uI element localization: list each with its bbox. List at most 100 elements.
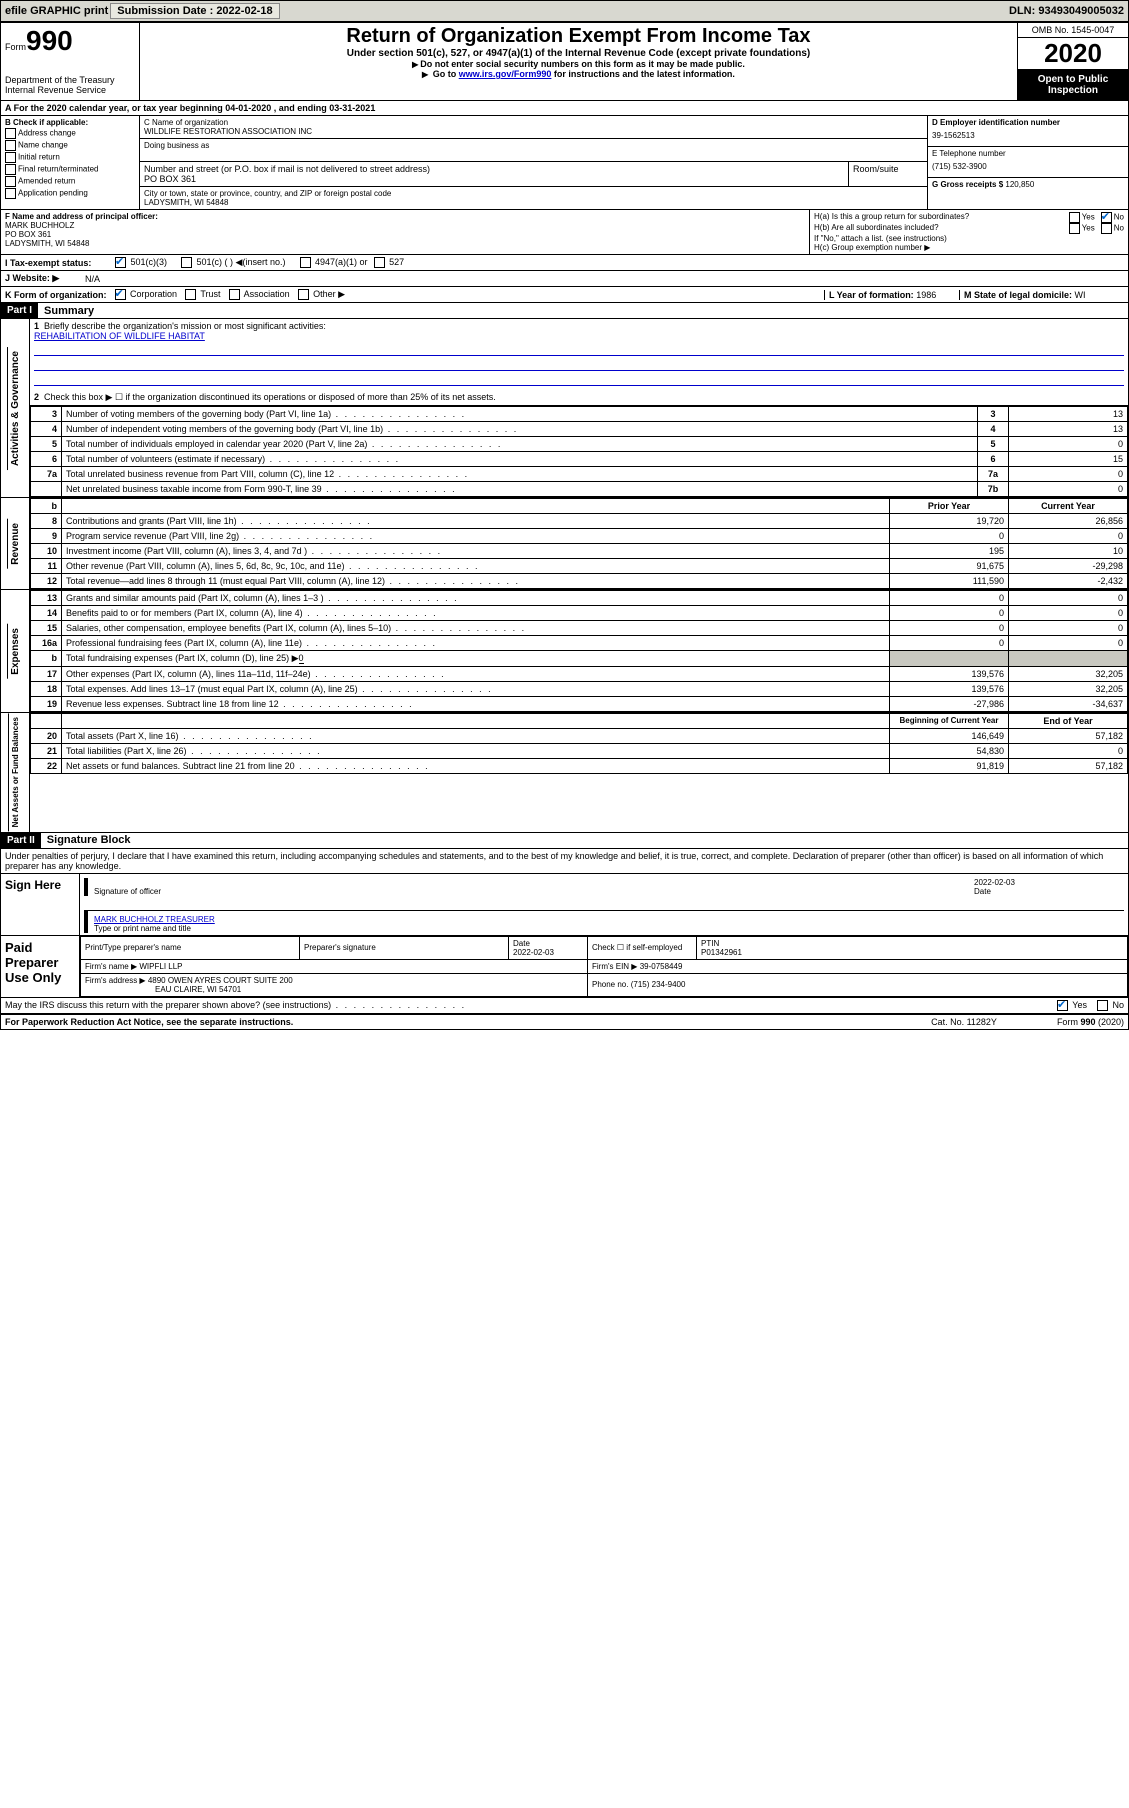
prep-sig-label: Preparer's signature [300,936,509,959]
paid-prep-label: Paid Preparer Use Only [1,936,80,997]
chk-amended[interactable]: Amended return [5,176,135,187]
hb-row: H(b) Are all subordinates included? Yes … [814,223,1124,234]
hb-yes[interactable]: Yes [1069,223,1095,234]
table-row: bTotal fundraising expenses (Part IX, co… [31,651,1128,667]
part1-badge: Part I [1,303,38,318]
street-cell: Number and street (or P.O. box if mail i… [140,162,849,186]
header-center: Return of Organization Exempt From Incom… [140,23,1017,100]
chk-pending[interactable]: Application pending [5,188,135,199]
ha-label: H(a) Is this a group return for subordin… [814,212,1069,223]
street-value: PO BOX 361 [144,174,844,184]
phone-cell: E Telephone number (715) 532-3900 [928,147,1128,178]
table-row: 9Program service revenue (Part VIII, lin… [31,529,1128,544]
top-bar: efile GRAPHIC print Submission Date : 20… [0,0,1129,22]
chk-address[interactable]: Address change [5,128,135,139]
table-row: 17Other expenses (Part IX, column (A), l… [31,667,1128,682]
prep-table: Print/Type preparer's name Preparer's si… [80,936,1128,997]
submission-date-button[interactable]: Submission Date : 2022-02-18 [110,3,279,19]
row-j: J Website: ▶ N/A [1,271,1128,287]
row-a-tax-year: A For the 2020 calendar year, or tax yea… [1,101,1128,116]
table-row: 14Benefits paid to or for members (Part … [31,606,1128,621]
chk-501c3[interactable]: 501(c)(3) [115,257,167,268]
chk-4947[interactable]: 4947(a)(1) or [300,257,368,268]
dba-label: Doing business as [144,141,923,150]
firm-name-cell: Firm's name ▶ WIPFLI LLP [81,959,588,973]
ag-table: 3Number of voting members of the governi… [30,406,1128,497]
gross-value: 120,850 [1005,180,1034,189]
discuss-yes[interactable]: Yes [1057,1000,1087,1011]
street-row: Number and street (or P.O. box if mail i… [140,162,927,187]
exp-table: 13Grants and similar amounts paid (Part … [30,590,1128,712]
ha-no[interactable]: No [1101,212,1124,223]
table-row: 12Total revenue—add lines 8 through 11 (… [31,574,1128,589]
omb-number: OMB No. 1545-0047 [1018,23,1128,38]
l-cell: L Year of formation: 1986 [824,290,959,300]
city-value: LADYSMITH, WI 54848 [144,198,923,207]
section-d: D Employer identification number 39-1562… [927,116,1128,209]
line1-2: 1 Briefly describe the organization's mi… [30,319,1128,406]
paid-prep-right: Print/Type preparer's name Preparer's si… [80,936,1128,997]
summary-net: Net Assets or Fund Balances Beginning of… [1,712,1128,832]
irs-link[interactable]: www.irs.gov/Form990 [459,69,552,79]
hb-note: If "No," attach a list. (see instruction… [814,234,1124,243]
table-row: 18Total expenses. Add lines 13–17 (must … [31,682,1128,697]
chk-trust[interactable]: Trust [185,289,221,300]
ha-yes[interactable]: Yes [1069,212,1095,223]
form-header: Form990 Department of the Treasury Inter… [1,23,1128,101]
paid-prep-row: Paid Preparer Use Only Print/Type prepar… [1,936,1128,998]
discuss-no[interactable]: No [1097,1000,1124,1011]
table-row: 10Investment income (Part VIII, column (… [31,544,1128,559]
j-label: J Website: ▶ [5,273,85,284]
ein-cell: D Employer identification number 39-1562… [928,116,1128,147]
vert-net: Net Assets or Fund Balances [1,713,30,831]
mission-value: REHABILITATION OF WILDLIFE HABITAT [34,331,1124,341]
chk-final[interactable]: Final return/terminated [5,164,135,175]
officer-label: F Name and address of principal officer: [5,212,805,221]
m-cell: M State of legal domicile: WI [959,290,1124,300]
hc-label: H(c) Group exemption number ▶ [814,243,1124,252]
cat-no: Cat. No. 11282Y [931,1017,997,1027]
room-cell: Room/suite [849,162,927,186]
table-row: 19Revenue less expenses. Subtract line 1… [31,697,1128,712]
chk-527[interactable]: 527 [374,257,405,268]
officer-name: MARK BUCHHOLZ [5,221,805,230]
footer: For Paperwork Reduction Act Notice, see … [1,1014,1128,1029]
sign-here-row: Sign Here Signature of officer 2022-02-0… [1,874,1128,936]
chk-corp[interactable]: Corporation [115,289,178,300]
ein-label: D Employer identification number [932,118,1124,127]
type-name-label: Type or print name and title [94,924,1124,933]
part2-title: Signature Block [41,834,131,846]
ein-value: 39-1562513 [932,127,1124,144]
table-row: 22Net assets or fund balances. Subtract … [31,759,1128,774]
chk-name[interactable]: Name change [5,140,135,151]
vert-exp: Expenses [1,590,30,712]
chk-assoc[interactable]: Association [229,289,290,300]
k-label: K Form of organization: [5,290,107,300]
table-row: 21Total liabilities (Part X, line 26)54,… [31,744,1128,759]
date-label: Date [974,887,1124,896]
chk-initial[interactable]: Initial return [5,152,135,163]
prep-name-label: Print/Type preparer's name [81,936,300,959]
table-row: 8Contributions and grants (Part VIII, li… [31,514,1128,529]
hb-no[interactable]: No [1101,223,1124,234]
section-f: F Name and address of principal officer:… [1,210,809,254]
form-990-container: Form990 Department of the Treasury Inter… [0,22,1129,1030]
chk-501c[interactable]: 501(c) ( ) ◀(insert no.) [181,257,285,268]
section-b: B Check if applicable: Address change Na… [1,116,140,209]
prep-check-cell[interactable]: Check ☐ if self-employed [588,936,697,959]
summary-rev: Revenue bPrior YearCurrent Year8Contribu… [1,497,1128,589]
note-link: Go to www.irs.gov/Form990 for instructio… [144,69,1013,79]
table-row: Net unrelated business taxable income fr… [31,482,1128,497]
phone-value: (715) 532-3900 [932,158,1124,175]
sign-here-label: Sign Here [1,874,80,935]
i-label: I Tax-exempt status: [5,258,115,268]
table-row: 4Number of independent voting members of… [31,422,1128,437]
table-row: 11Other revenue (Part VIII, column (A), … [31,559,1128,574]
summary-ag: Activities & Governance 1 Briefly descri… [1,319,1128,497]
net-table: Beginning of Current YearEnd of Year20To… [30,713,1128,774]
street-label: Number and street (or P.O. box if mail i… [144,164,844,174]
org-name: WILDLIFE RESTORATION ASSOCIATION INC [144,127,923,136]
ptin-cell: PTINP01342961 [697,936,1128,959]
chk-other[interactable]: Other ▶ [298,289,824,300]
org-name-label: C Name of organization [144,118,923,127]
